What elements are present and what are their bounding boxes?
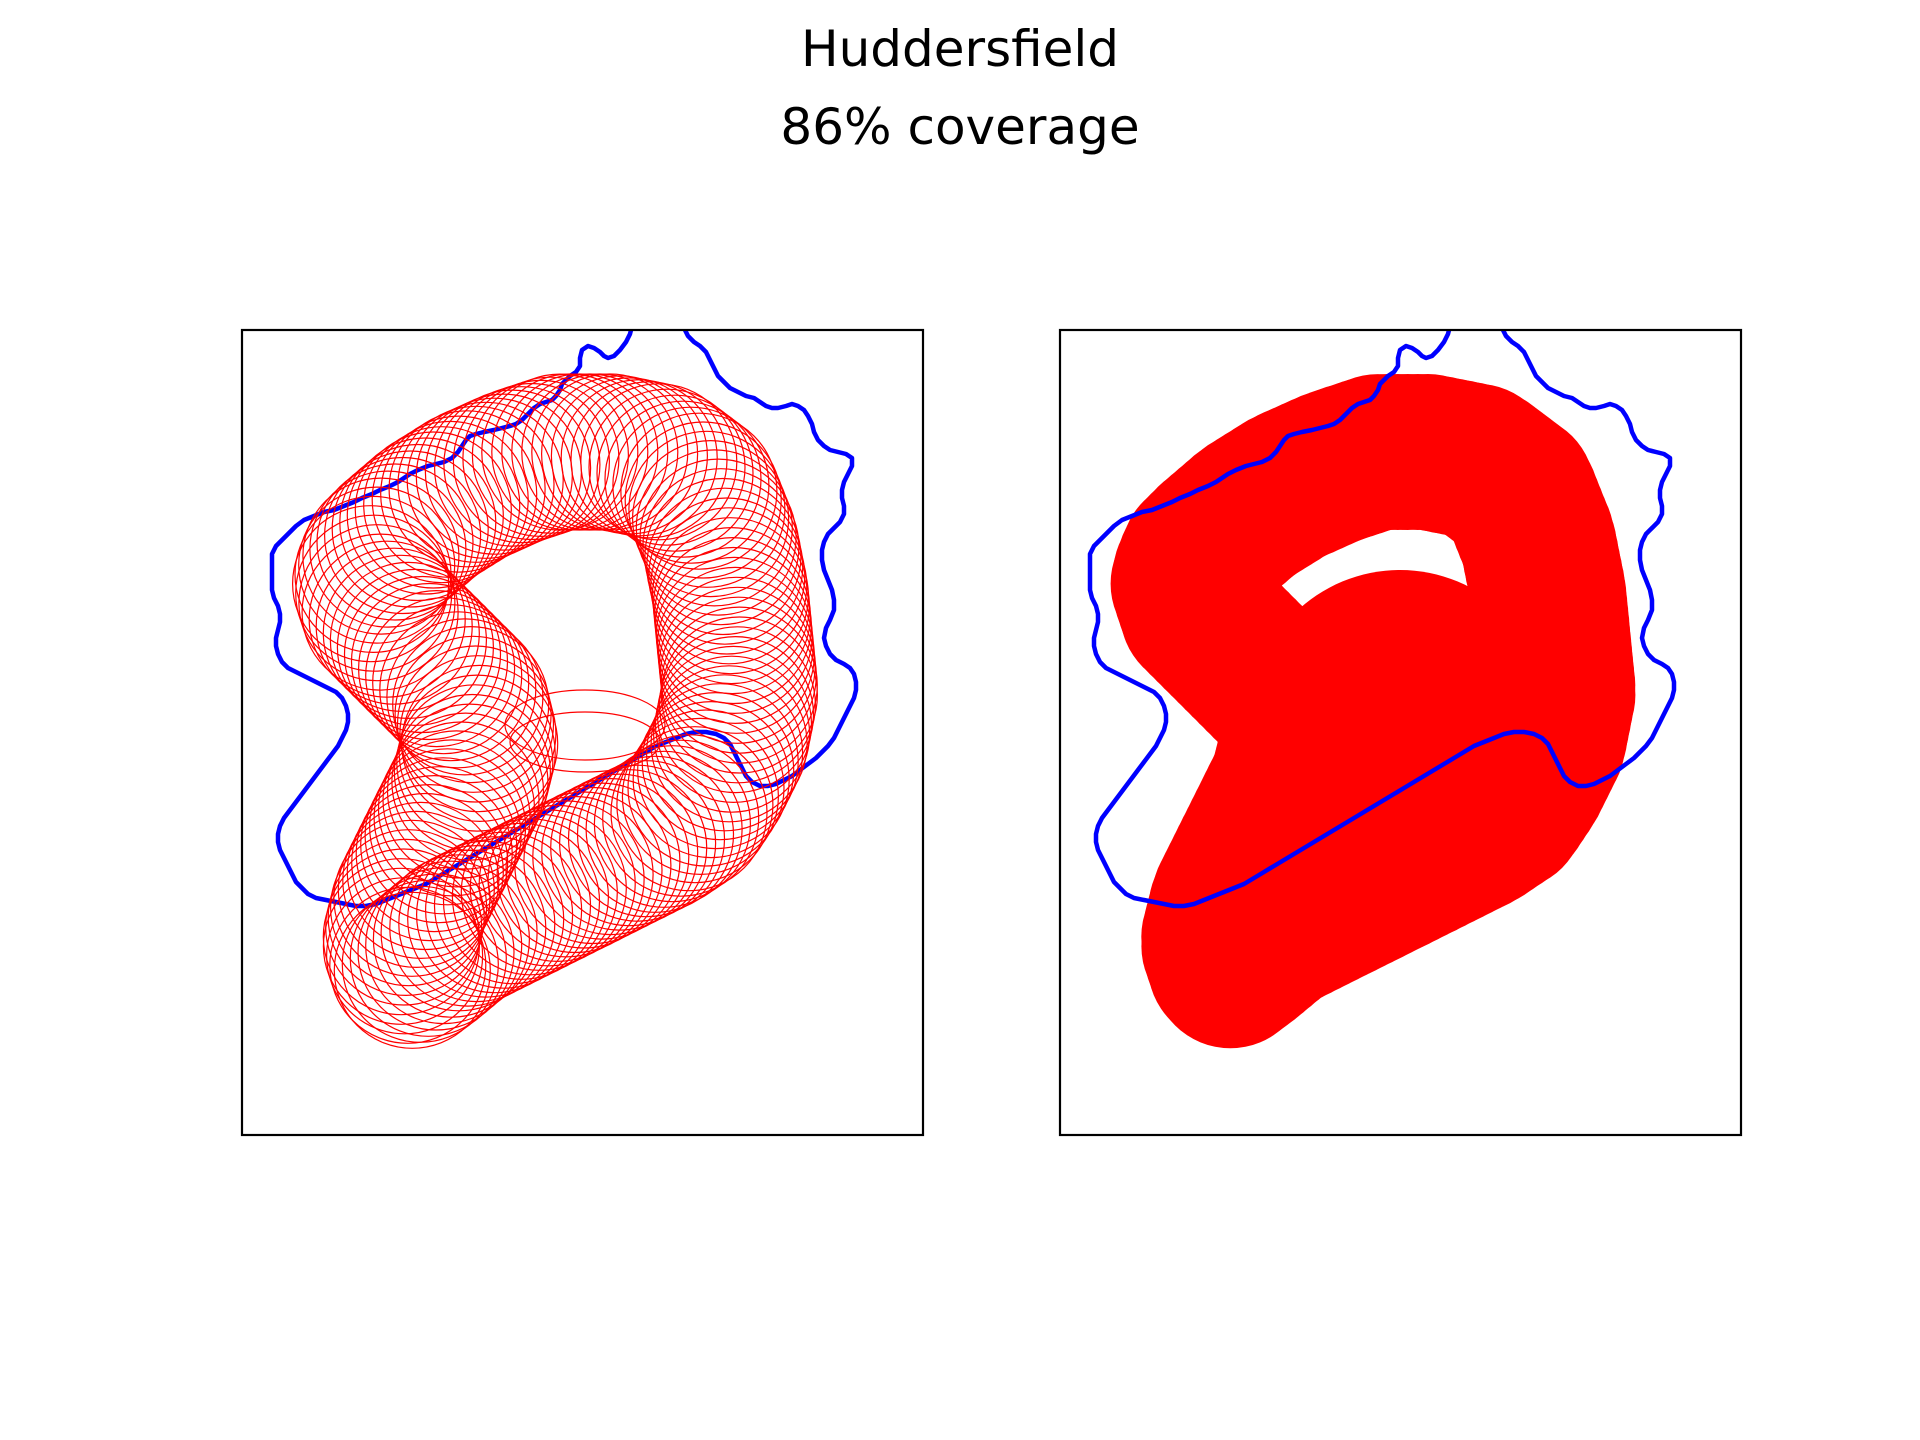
coverage-circle bbox=[396, 684, 554, 842]
district-boundary-right-line bbox=[1087, 330, 1677, 909]
coverage-circle bbox=[298, 524, 456, 682]
coverage-circle bbox=[425, 831, 583, 989]
coverage-circle bbox=[646, 487, 804, 645]
coverage-circle bbox=[462, 379, 620, 537]
coverage-circle bbox=[372, 860, 530, 1018]
coverage-circle bbox=[364, 757, 522, 915]
coverage-circle bbox=[315, 547, 473, 705]
coverage-disc bbox=[1127, 471, 1284, 628]
coverage-circle bbox=[632, 700, 790, 859]
coverage-circle bbox=[309, 470, 467, 628]
coverage-circle bbox=[406, 401, 564, 559]
coverage-circle bbox=[343, 575, 502, 734]
coverage-circle bbox=[322, 554, 480, 712]
coverage-circle bbox=[298, 486, 456, 644]
coverage-circle bbox=[616, 726, 774, 884]
coverage-circle bbox=[511, 373, 669, 531]
coverage-circle bbox=[336, 568, 494, 727]
panel-frame-left bbox=[240, 328, 925, 1137]
coverage-circle bbox=[471, 376, 630, 534]
coverage-circle bbox=[521, 373, 679, 531]
coverage-circle bbox=[624, 421, 782, 579]
coverage-circle bbox=[398, 674, 556, 832]
coverage-circle bbox=[358, 589, 516, 748]
coverage-circle bbox=[639, 458, 797, 616]
coverage-arc bbox=[509, 711, 661, 773]
coverage-circle bbox=[365, 597, 523, 755]
coverage-core bbox=[1250, 570, 1550, 870]
coverage-circle bbox=[325, 848, 483, 1006]
coverage-circle bbox=[302, 477, 460, 635]
coverage-circle bbox=[316, 463, 474, 621]
coverage-circle bbox=[593, 745, 752, 903]
coverage-circle bbox=[650, 665, 808, 823]
coverage-circle bbox=[327, 838, 485, 997]
coverage-union-fill bbox=[1110, 374, 1636, 1049]
coverage-circle bbox=[560, 379, 718, 537]
coverage-circle bbox=[433, 827, 592, 985]
coverage-circle bbox=[329, 886, 487, 1044]
coverage-circle bbox=[621, 717, 780, 876]
coverage-circle bbox=[369, 748, 527, 906]
coverage-circle bbox=[610, 734, 768, 892]
coverage-circle bbox=[394, 635, 552, 793]
coverage-circle bbox=[333, 891, 491, 1049]
coverage-circle bbox=[294, 495, 452, 654]
coverage-circle bbox=[388, 410, 546, 568]
coverage-circle bbox=[326, 877, 484, 1035]
coverage-circle bbox=[588, 388, 746, 546]
coverage-circle bbox=[491, 373, 649, 531]
coverage-circle bbox=[363, 426, 521, 584]
coverage-circle bbox=[648, 497, 806, 655]
panel-frame-right bbox=[1058, 328, 1743, 1137]
coverage-circle bbox=[602, 739, 760, 897]
coverage-circle bbox=[377, 730, 536, 888]
coverage-circle bbox=[292, 505, 450, 663]
coverage-circle bbox=[386, 712, 545, 870]
coverage-circles-panel bbox=[240, 328, 925, 1137]
coverage-circle bbox=[346, 437, 504, 595]
figure-title: Huddersfield bbox=[800, 20, 1120, 78]
coverage-circle bbox=[354, 431, 512, 589]
coverage-circle bbox=[331, 450, 489, 608]
coverage-circle bbox=[396, 645, 555, 803]
coverage-circle bbox=[443, 386, 601, 544]
coverage-circle bbox=[501, 373, 659, 531]
coverage-circle bbox=[631, 439, 790, 598]
district-boundary-right bbox=[1087, 330, 1677, 909]
coverage-subtitle: 86% coverage bbox=[780, 98, 1140, 156]
coverage-circle bbox=[393, 693, 551, 852]
coverage-circle bbox=[380, 415, 538, 573]
coverage-union-panel bbox=[1058, 328, 1743, 1137]
coverage-circle bbox=[301, 533, 459, 691]
coverage-circle bbox=[620, 412, 778, 570]
coverage-circle-outlines bbox=[292, 373, 819, 1049]
coverage-circle bbox=[350, 582, 509, 741]
coverage-circle bbox=[349, 879, 507, 1037]
coverage-arc bbox=[504, 689, 666, 761]
